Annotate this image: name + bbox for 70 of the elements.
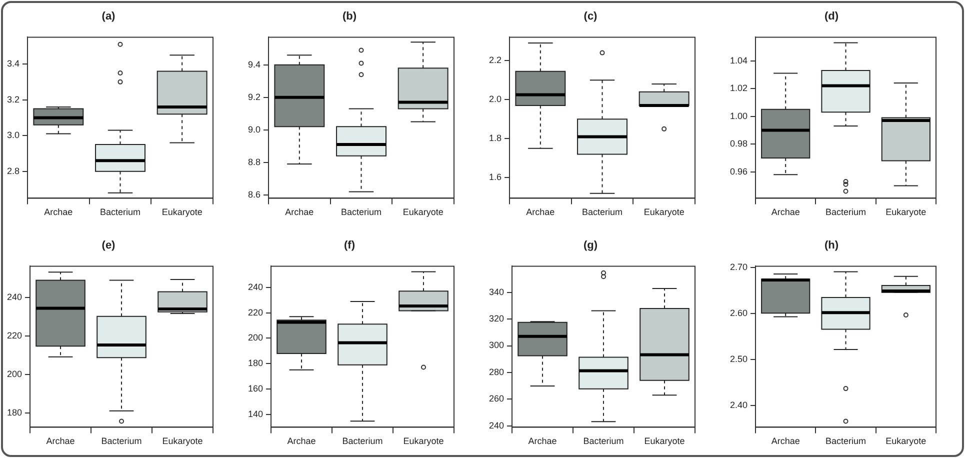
chart-title: (g) bbox=[583, 240, 598, 252]
y-tick-label: 3.4 bbox=[6, 58, 20, 69]
y-tick-label: 140 bbox=[248, 408, 264, 419]
y-tick-label: 240 bbox=[488, 420, 504, 430]
y-tick-label: 200 bbox=[248, 332, 264, 343]
y-tick-label: 0.98 bbox=[730, 138, 748, 149]
x-tick-label: Bacterium bbox=[582, 207, 623, 218]
y-tick-label: 240 bbox=[6, 292, 22, 302]
x-tick-label: Archae bbox=[46, 436, 75, 446]
chart-title: (b) bbox=[342, 10, 357, 23]
y-tick-label: 300 bbox=[488, 340, 504, 350]
y-tick-label: 200 bbox=[6, 368, 22, 379]
x-tick-label: Eukaryote bbox=[162, 436, 203, 446]
y-tick-label: 3.0 bbox=[6, 130, 20, 140]
y-tick-label: 220 bbox=[6, 330, 22, 340]
x-tick-label: Eukaryote bbox=[644, 207, 684, 218]
y-tick-label: 180 bbox=[248, 358, 264, 368]
x-tick-label: Bacterium bbox=[341, 207, 382, 218]
y-tick-label: 160 bbox=[248, 384, 264, 394]
y-tick-label: 2.0 bbox=[488, 94, 502, 104]
x-tick-label: Archae bbox=[528, 436, 557, 446]
x-tick-label: Eukaryote bbox=[886, 436, 926, 446]
y-tick-label: 1.04 bbox=[730, 55, 748, 66]
y-tick-label: 9.0 bbox=[248, 124, 261, 134]
chart-title: (c) bbox=[584, 10, 598, 23]
y-tick-label: 180 bbox=[6, 407, 22, 418]
y-tick-label: 0.96 bbox=[730, 166, 748, 176]
y-tick-label: 320 bbox=[488, 314, 504, 324]
x-tick-label: Bacterium bbox=[100, 207, 141, 218]
y-tick-label: 1.02 bbox=[730, 83, 748, 94]
x-tick-label: Eukaryote bbox=[162, 207, 202, 218]
x-tick-label: Bacterium bbox=[826, 436, 866, 446]
x-tick-label: Eukaryote bbox=[402, 207, 444, 218]
y-tick-label: 2.70 bbox=[730, 262, 748, 272]
y-tick-label: 280 bbox=[488, 366, 504, 377]
chart-title: (a) bbox=[102, 10, 116, 23]
x-tick-label: Archae bbox=[285, 207, 314, 218]
y-tick-label: 340 bbox=[488, 286, 504, 297]
y-tick-label: 8.8 bbox=[248, 156, 261, 167]
x-tick-label: Eukaryote bbox=[403, 436, 444, 446]
y-tick-label: 8.6 bbox=[248, 189, 261, 200]
y-tick-label: 260 bbox=[488, 394, 504, 404]
y-tick-label: 2.2 bbox=[488, 55, 502, 66]
y-tick-label: 2.50 bbox=[730, 354, 748, 364]
x-tick-label: Bacterium bbox=[101, 436, 142, 446]
x-tick-label: Archae bbox=[44, 207, 73, 218]
x-tick-label: Bacterium bbox=[342, 436, 383, 446]
y-tick-label: 2.8 bbox=[6, 166, 20, 176]
y-tick-label: 1.8 bbox=[488, 133, 502, 144]
chart-title: (e) bbox=[102, 240, 116, 252]
y-tick-label: 2.60 bbox=[730, 308, 748, 318]
chart-title: (h) bbox=[824, 240, 839, 252]
chart-title: (f) bbox=[344, 240, 356, 252]
x-tick-label: Archae bbox=[287, 436, 316, 446]
x-tick-label: Bacterium bbox=[583, 436, 624, 446]
y-tick-label: 3.2 bbox=[6, 94, 20, 104]
x-tick-label: Archae bbox=[526, 207, 555, 218]
x-tick-label: Bacterium bbox=[826, 207, 866, 218]
x-tick-label: Archae bbox=[771, 207, 800, 218]
x-tick-label: Eukaryote bbox=[644, 436, 685, 446]
y-tick-label: 9.2 bbox=[248, 92, 261, 102]
x-tick-label: Archae bbox=[771, 436, 800, 446]
y-tick-label: 1.6 bbox=[488, 172, 502, 182]
y-tick-label: 240 bbox=[248, 282, 264, 292]
y-tick-label: 2.40 bbox=[730, 400, 748, 410]
x-tick-label: Eukaryote bbox=[886, 207, 926, 218]
y-tick-label: 220 bbox=[248, 307, 264, 318]
y-tick-label: 1.00 bbox=[730, 110, 748, 121]
chart-title: (d) bbox=[824, 10, 839, 23]
y-tick-label: 9.4 bbox=[248, 59, 261, 70]
